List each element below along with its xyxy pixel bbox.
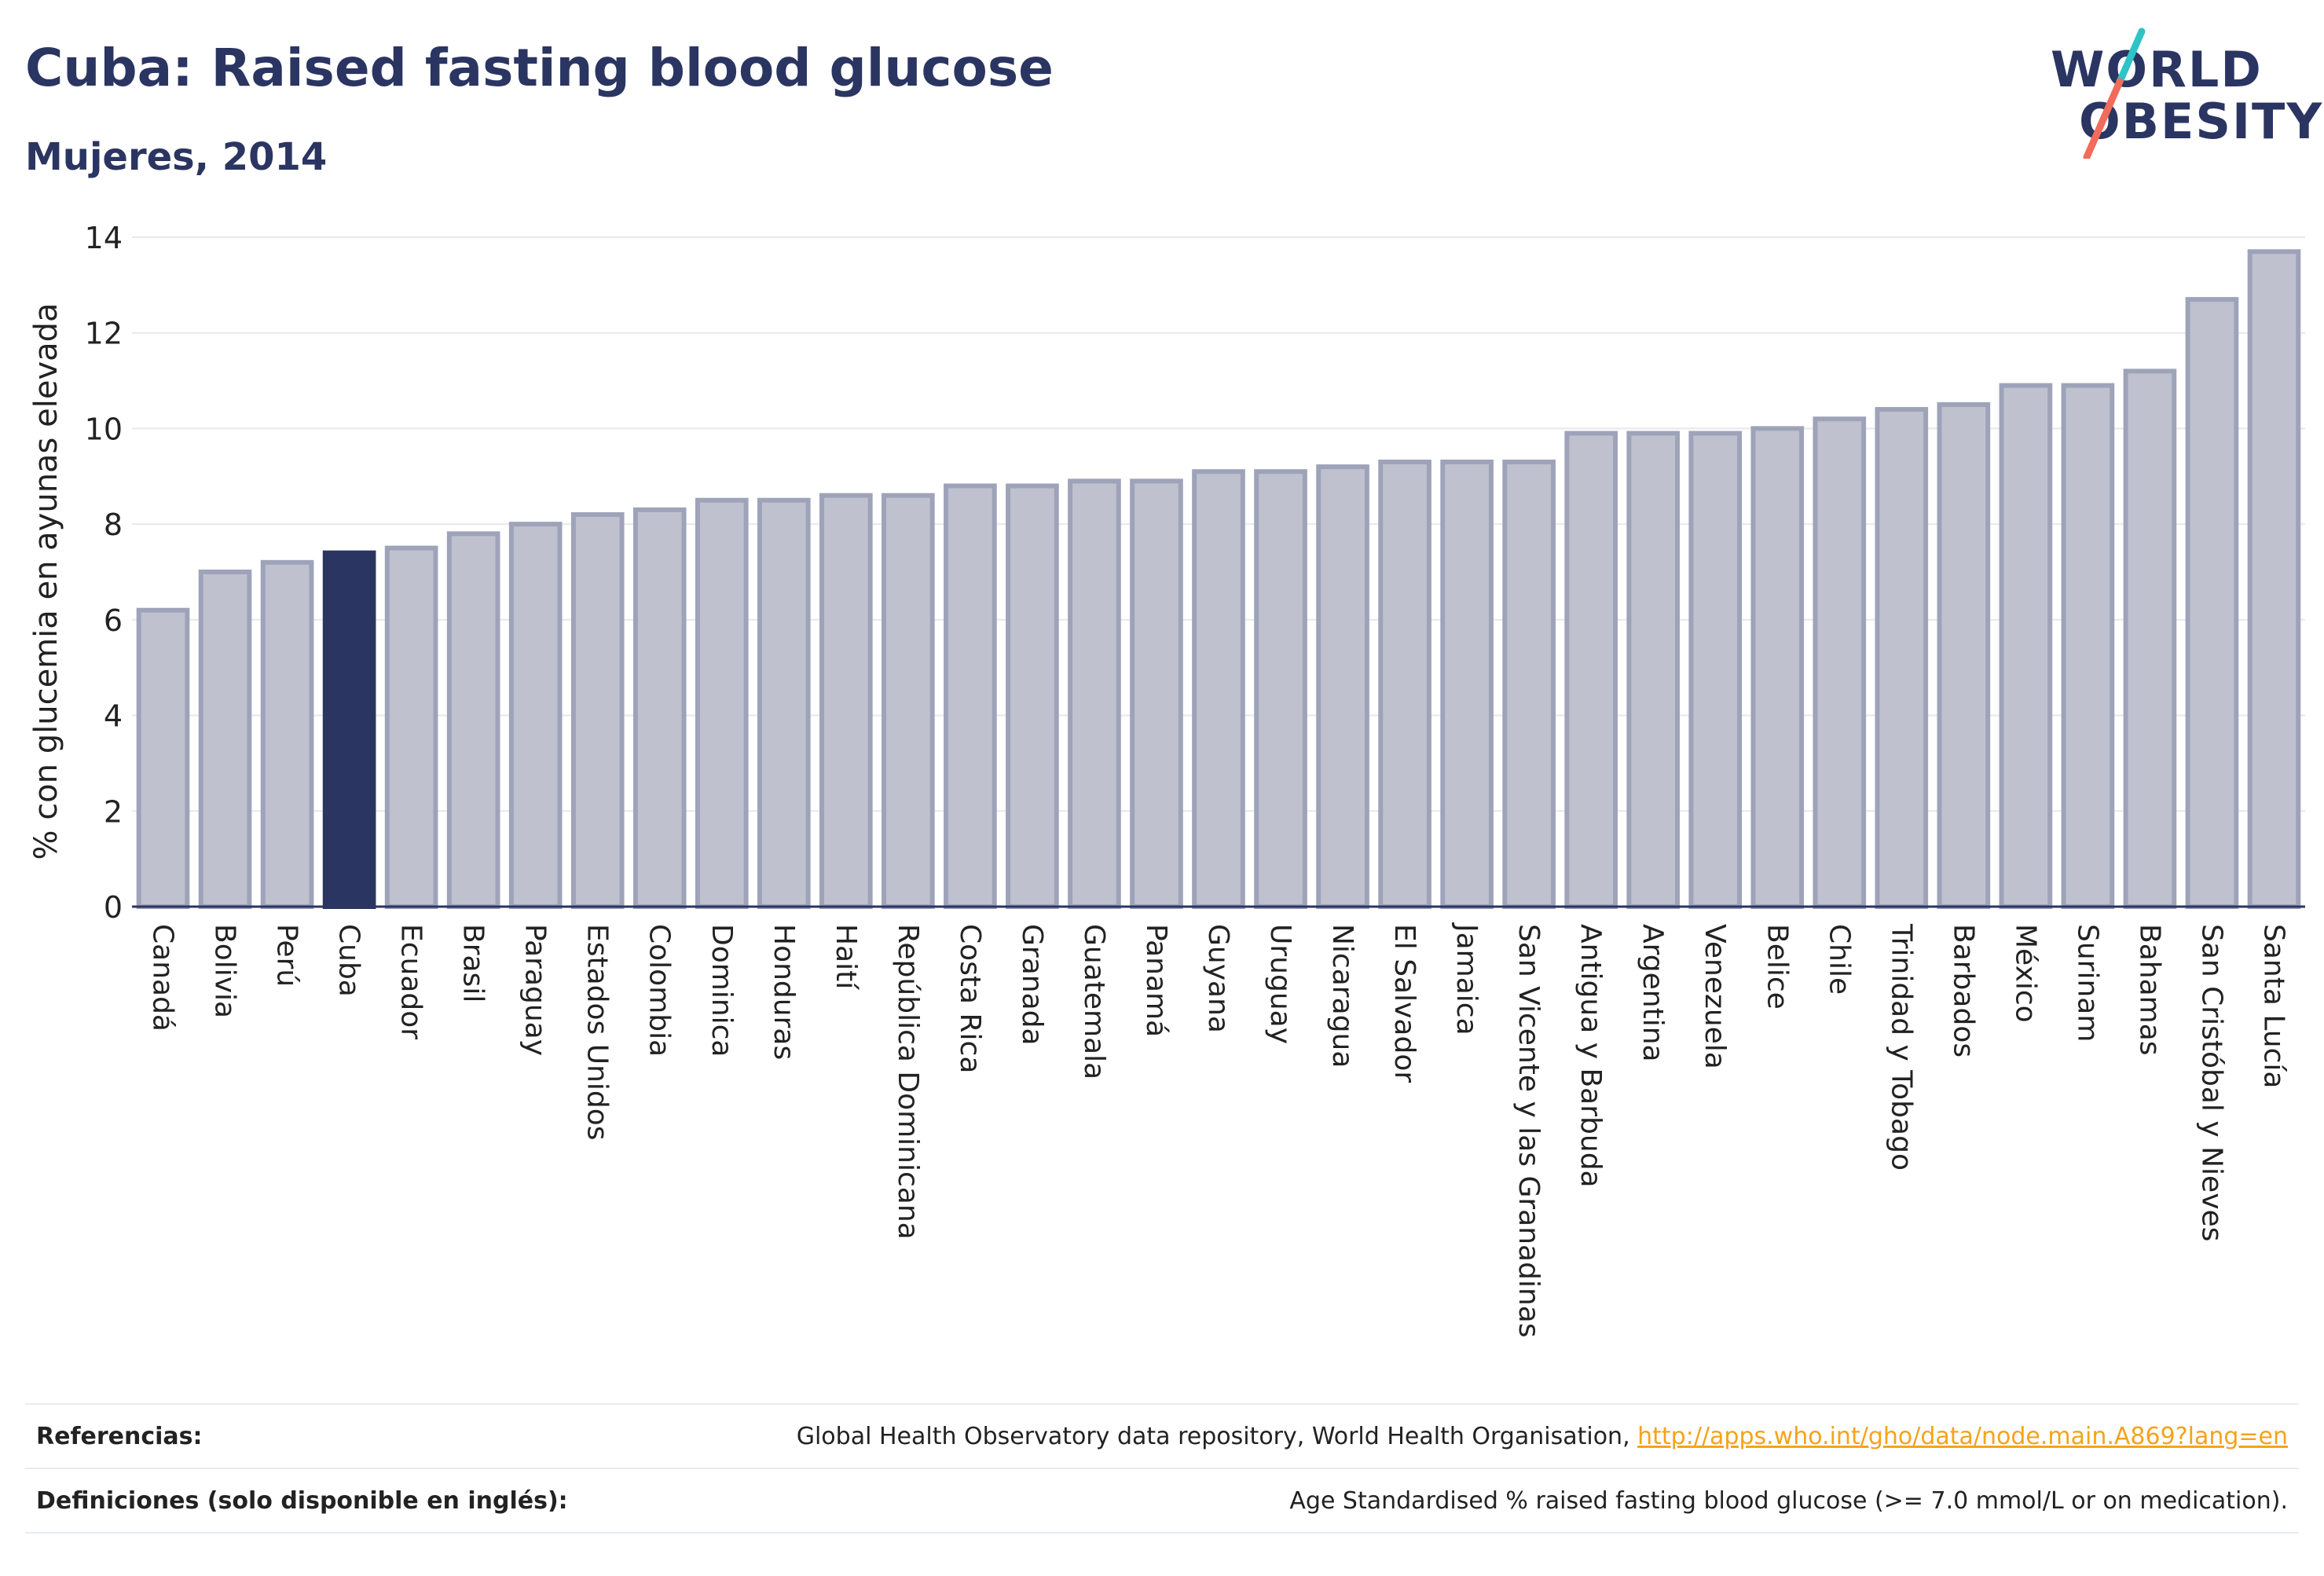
x-tick-label: México xyxy=(2009,924,2041,1023)
bar-5[interactable] xyxy=(446,531,500,909)
bar-1[interactable] xyxy=(198,570,252,909)
x-tick-label: Costa Rica xyxy=(954,924,986,1073)
x-tick-label: Guatemala xyxy=(1078,924,1110,1079)
bar-16[interactable] xyxy=(1130,478,1183,909)
definitions-label: Definiciones (solo disponible en inglés)… xyxy=(36,1486,568,1515)
x-tick-label: El Salvador xyxy=(1388,924,1420,1083)
definitions-text: Age Standardised % raised fasting blood … xyxy=(1289,1486,2288,1515)
x-tick-label: Paraguay xyxy=(519,924,552,1056)
x-tick-label: Cuba xyxy=(333,924,365,997)
bar-10[interactable] xyxy=(757,497,811,909)
bar-0[interactable] xyxy=(136,607,190,910)
x-tick-label: Haití xyxy=(830,924,862,990)
x-tick-label: Estados Unidos xyxy=(581,924,614,1141)
bar-19[interactable] xyxy=(1316,464,1369,909)
bars xyxy=(136,249,2301,910)
x-tick-label: Argentina xyxy=(1637,924,1669,1062)
x-tick-label: Venezuela xyxy=(1699,924,1731,1069)
chart-title: Cuba: Raised fasting blood glucose xyxy=(25,38,1054,98)
bar-12[interactable] xyxy=(882,493,935,909)
x-tick-label: Nicaragua xyxy=(1326,924,1358,1068)
x-tick-label: San Cristóbal y Nieves xyxy=(2195,924,2227,1241)
bar-chart: 0 2 4 6 8 10 12 14 Canadá Bolivia Perú Cuba Ecuador B… xyxy=(28,221,2305,1338)
bar-25[interactable] xyxy=(1688,431,1743,909)
bar-21[interactable] xyxy=(1440,460,1494,909)
x-tick-label: República Dominicana xyxy=(892,924,924,1240)
x-tick-label: Trinidad y Tobago xyxy=(1885,923,1917,1171)
logo-word-world: WORLD xyxy=(2051,41,2263,98)
bar-3[interactable] xyxy=(322,550,376,910)
y-tick-label: 6 xyxy=(104,603,123,638)
bar-32[interactable] xyxy=(2123,368,2177,909)
x-tick-label: Chile xyxy=(1823,924,1855,995)
x-tick-label: Panamá xyxy=(1140,924,1172,1037)
definitions-row: Definiciones (solo disponible en inglés)… xyxy=(25,1468,2299,1534)
bar-13[interactable] xyxy=(944,483,997,909)
x-tick-label: Granada xyxy=(1016,924,1048,1046)
bar-15[interactable] xyxy=(1068,478,1121,909)
x-tick-label: Jamaica xyxy=(1450,922,1483,1035)
bar-4[interactable] xyxy=(384,545,438,909)
x-tick-label: Antigua y Barbuda xyxy=(1574,924,1607,1188)
bar-33[interactable] xyxy=(2185,297,2239,910)
bar-27[interactable] xyxy=(1813,416,1867,909)
chart-subtitle: Mujeres, 2014 xyxy=(25,135,328,179)
references-value: Global Health Observatory data repositor… xyxy=(797,1423,2299,1450)
y-tick-label: 14 xyxy=(85,221,123,255)
y-tick-label: 0 xyxy=(104,890,123,925)
bar-34[interactable] xyxy=(2247,249,2301,909)
bar-14[interactable] xyxy=(1006,483,1059,909)
x-tick-label: Surinam xyxy=(2071,924,2103,1042)
bar-28[interactable] xyxy=(1875,407,1929,909)
world-obesity-logo: WORLD OBESITY xyxy=(2051,27,2322,165)
y-tick-label: 2 xyxy=(104,794,123,829)
y-tick-label: 12 xyxy=(85,317,123,351)
x-tick-label: Perú xyxy=(271,924,303,987)
references-text: Global Health Observatory data repositor… xyxy=(796,1422,1638,1450)
y-tick-label: 8 xyxy=(104,508,123,542)
y-axis-label: % con glucemia en ayunas elevada xyxy=(28,302,64,859)
y-tick-label: 10 xyxy=(85,412,123,446)
bar-17[interactable] xyxy=(1192,469,1245,909)
bar-18[interactable] xyxy=(1254,469,1307,909)
bar-8[interactable] xyxy=(632,507,687,910)
logo-slash-icon xyxy=(2083,27,2146,159)
bar-22[interactable] xyxy=(1502,460,1556,909)
bar-11[interactable] xyxy=(819,493,873,909)
bar-7[interactable] xyxy=(570,511,625,909)
footer: Referencias: Global Health Observatory d… xyxy=(25,1403,2299,1537)
references-label: Referencias: xyxy=(36,1422,203,1450)
x-tick-label: Dominica xyxy=(706,924,738,1057)
bar-20[interactable] xyxy=(1378,460,1431,909)
bar-23[interactable] xyxy=(1564,431,1618,909)
x-tick-label: Barbados xyxy=(1947,924,1979,1057)
x-tick-label: Santa Lucía xyxy=(2257,924,2289,1088)
x-tick-label: Ecuador xyxy=(395,924,427,1039)
bar-2[interactable] xyxy=(260,559,314,909)
references-row: Referencias: Global Health Observatory d… xyxy=(25,1403,2299,1468)
x-tick-label: Canadá xyxy=(147,924,179,1032)
x-tick-label: Brasil xyxy=(457,924,489,1002)
bar-26[interactable] xyxy=(1750,426,1805,909)
x-tick-label: Uruguay xyxy=(1264,924,1296,1044)
axes: 0 2 4 6 8 10 12 14 Canadá Bolivia Perú Cuba Ecuador B… xyxy=(85,221,2305,1338)
bar-30[interactable] xyxy=(1999,383,2053,909)
x-tick-label: Bahamas xyxy=(2133,924,2165,1056)
y-tick-label: 4 xyxy=(104,699,123,734)
references-link[interactable]: http://apps.who.int/gho/data/node.main.A… xyxy=(1637,1422,2288,1450)
bar-29[interactable] xyxy=(1937,402,1991,909)
x-tick-label: Honduras xyxy=(768,924,800,1060)
bar-9[interactable] xyxy=(695,497,749,909)
bar-24[interactable] xyxy=(1626,431,1681,909)
x-tick-label: San Vicente y las Granadinas xyxy=(1512,924,1545,1338)
bar-31[interactable] xyxy=(2061,383,2115,909)
x-tick-label: Belice xyxy=(1761,924,1793,1010)
logo-word-obesity: OBESITY xyxy=(2079,93,2324,150)
x-tick-label: Bolivia xyxy=(209,924,241,1018)
bar-6[interactable] xyxy=(508,522,563,910)
x-tick-label: Guyana xyxy=(1202,924,1234,1033)
x-tick-label: Colombia xyxy=(643,924,676,1057)
